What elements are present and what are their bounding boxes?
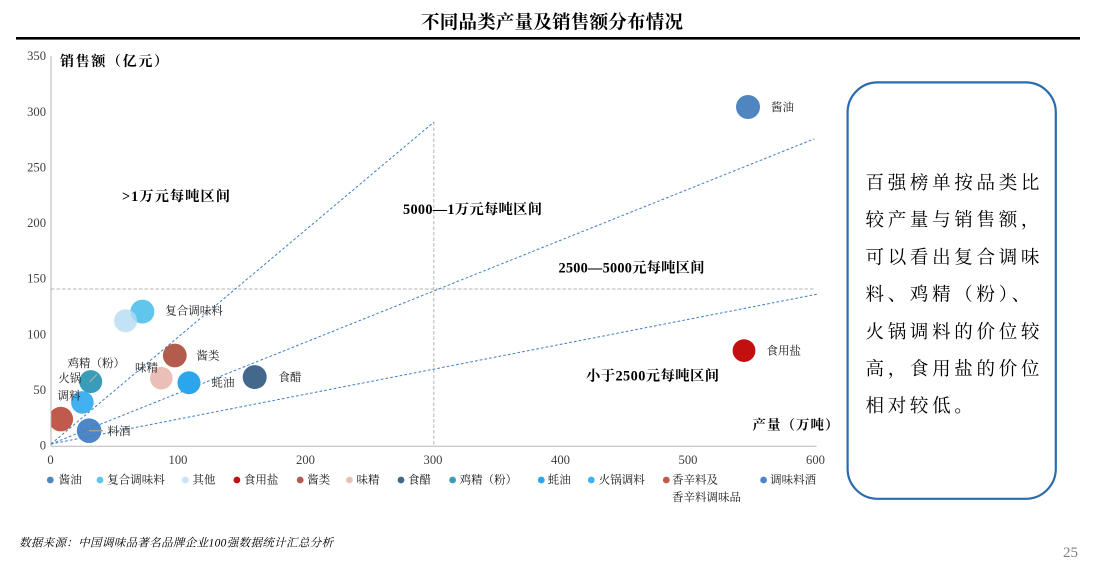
svg-text:0: 0 [40,439,46,453]
svg-text:小于2500元每吨区间: 小于2500元每吨区间 [586,367,719,385]
svg-text:25: 25 [1063,545,1078,561]
svg-text:食醋: 食醋 [279,370,302,384]
svg-text:0: 0 [47,453,53,467]
svg-text:火锅调料的价位较: 火锅调料的价位较 [866,322,1044,343]
svg-text:香辛料及: 香辛料及 [672,473,718,487]
svg-text:数据来源：中国调味品著名品牌企业100强数据统计汇总分析: 数据来源：中国调味品著名品牌企业100强数据统计汇总分析 [19,537,335,550]
svg-text:200: 200 [296,453,315,467]
svg-text:300: 300 [424,453,443,467]
svg-text:酱类: 酱类 [197,349,220,363]
svg-text:200: 200 [27,216,46,230]
svg-text:酱类: 酱类 [307,473,330,487]
svg-text:100: 100 [169,453,188,467]
svg-text:香辛料调味品: 香辛料调味品 [672,490,741,504]
svg-text:味精: 味精 [135,361,158,375]
svg-text:不同品类产量及销售额分布情况: 不同品类产量及销售额分布情况 [421,12,683,34]
svg-text:料、鸡精（粉）、: 料、鸡精（粉）、 [866,285,1034,306]
svg-text:蚝油: 蚝油 [548,473,571,487]
svg-text:酱油: 酱油 [771,100,794,114]
svg-text:2500—5000元每吨区间: 2500—5000元每吨区间 [559,259,705,277]
svg-text:较产量与销售额，: 较产量与销售额， [866,210,1044,231]
svg-text:5000—1万元每吨区间: 5000—1万元每吨区间 [403,200,542,218]
svg-text:调味料酒: 调味料酒 [770,473,816,487]
svg-text:销售额（亿元）: 销售额（亿元） [60,53,168,70]
svg-text:50: 50 [33,383,46,397]
svg-text:食用盐: 食用盐 [244,473,279,487]
svg-text:鸡精（粉）: 鸡精（粉） [68,356,126,370]
svg-text:其他: 其他 [192,473,215,487]
svg-text:蚝油: 蚝油 [212,376,235,390]
svg-text:食用盐: 食用盐 [767,344,802,358]
svg-text:产量（万吨）: 产量（万吨） [753,418,839,433]
svg-text:料酒: 料酒 [108,424,131,438]
svg-text:鸡精（粉）: 鸡精（粉） [460,473,517,487]
svg-text:复合调味料: 复合调味料 [165,304,223,318]
svg-text:百强榜单按品类比: 百强榜单按品类比 [866,173,1044,194]
svg-text:火锅调料: 火锅调料 [599,473,645,487]
svg-text:酱油: 酱油 [59,473,82,487]
svg-text:可以看出复合调味: 可以看出复合调味 [866,247,1044,268]
svg-text:食醋: 食醋 [408,473,431,487]
svg-text:复合调味料: 复合调味料 [107,473,165,487]
svg-text:高，食用盐的价位: 高，食用盐的价位 [866,359,1044,380]
svg-text:>1万元每吨区间: >1万元每吨区间 [122,187,230,205]
svg-text:调料: 调料 [58,389,81,403]
svg-text:400: 400 [551,453,570,467]
svg-text:100: 100 [27,327,46,341]
svg-text:火锅: 火锅 [58,371,81,385]
svg-text:350: 350 [27,49,46,63]
svg-text:600: 600 [806,453,825,467]
svg-text:相对较低。: 相对较低。 [866,396,977,417]
svg-text:250: 250 [27,160,46,174]
svg-text:150: 150 [27,272,46,286]
svg-text:味精: 味精 [357,473,380,487]
svg-text:300: 300 [27,105,46,119]
svg-text:500: 500 [679,453,698,467]
